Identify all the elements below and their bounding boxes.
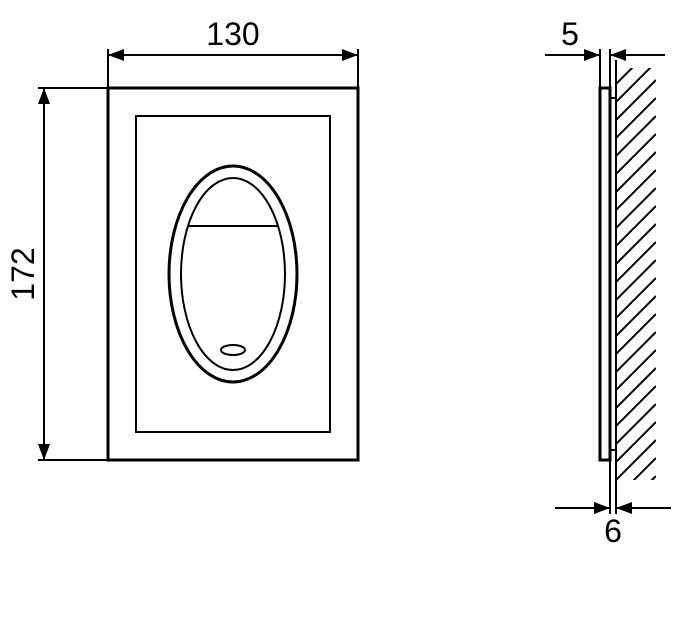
wall-hatch xyxy=(616,8,656,516)
dimensions: 130 172 5 6 xyxy=(5,16,671,549)
dim-thickness-bottom: 6 xyxy=(604,513,622,549)
side-view xyxy=(600,8,656,516)
dim-height: 172 xyxy=(5,247,41,300)
front-view xyxy=(108,88,358,460)
dim-thickness-top: 5 xyxy=(561,16,579,52)
dim-width: 130 xyxy=(206,16,259,52)
dimension-drawing: 130 172 5 6 xyxy=(0,0,700,637)
